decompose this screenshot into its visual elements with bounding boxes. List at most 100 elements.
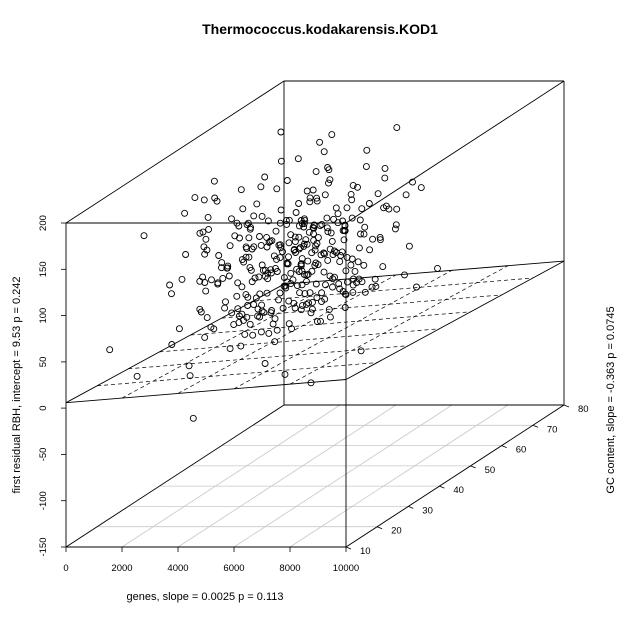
data-point (236, 234, 243, 242)
data-point (276, 289, 284, 297)
data-point (316, 138, 324, 146)
data-point (272, 227, 280, 235)
data-point (246, 320, 254, 328)
data-point (393, 124, 401, 132)
data-point (306, 198, 314, 206)
data-point (185, 362, 193, 370)
data-point (329, 283, 336, 291)
data-point (321, 191, 329, 199)
data-point (226, 345, 234, 353)
data-point (250, 212, 258, 220)
data-point (313, 194, 321, 202)
data-point (210, 177, 218, 185)
data-point (331, 273, 338, 281)
data-point (226, 242, 234, 250)
data-point (221, 304, 229, 312)
z-tick-label: 150 (38, 261, 49, 277)
data-point (271, 338, 279, 346)
data-point (325, 179, 332, 187)
data-point (267, 266, 275, 274)
data-point (273, 255, 280, 263)
data-point (255, 273, 263, 281)
data-point (290, 299, 298, 307)
box-edge (65, 404, 285, 548)
z-tick-label: 0 (38, 405, 49, 410)
data-point (309, 298, 316, 306)
grid-line-x (233, 404, 453, 548)
data-point (182, 251, 190, 258)
plane-grid-line (121, 279, 341, 399)
data-point (303, 271, 311, 279)
data-point (317, 251, 325, 259)
data-point (237, 186, 245, 194)
x-tick-label: 2000 (111, 563, 132, 574)
data-point (356, 216, 364, 224)
data-point (257, 241, 265, 249)
data-point (340, 227, 348, 234)
data-point (234, 279, 242, 287)
data-point (263, 289, 271, 297)
data-point (300, 223, 308, 231)
data-point (335, 280, 343, 288)
data-point (295, 268, 303, 275)
data-point (348, 196, 356, 204)
data-point (317, 317, 324, 325)
data-point (307, 379, 315, 387)
data-point (215, 252, 223, 259)
data-point (277, 128, 285, 136)
data-point (392, 221, 400, 229)
data-point (249, 331, 257, 339)
data-point (219, 274, 227, 282)
data-point (334, 210, 342, 218)
y-tick-label: 80 (578, 404, 589, 415)
data-point (324, 256, 332, 264)
data-point (247, 266, 255, 274)
data-point (393, 205, 401, 213)
plane-grid-line (159, 328, 440, 353)
data-point (336, 285, 344, 293)
y-tick-label: 40 (453, 485, 464, 496)
data-point (237, 342, 245, 350)
data-point (201, 250, 209, 258)
data-point (348, 214, 356, 222)
data-point (402, 191, 410, 199)
data-point (351, 267, 359, 275)
data-point (354, 183, 361, 191)
data-point (265, 329, 273, 337)
data-point (379, 263, 387, 271)
z-axis-label: first residual RBH, intercept = 9.53 p =… (11, 276, 23, 493)
data-point (298, 220, 306, 227)
data-point (133, 372, 141, 380)
plane-grid-line (177, 274, 397, 394)
box-edge (345, 404, 565, 548)
y-tick-label: 10 (360, 546, 371, 557)
data-point (265, 238, 273, 246)
x-axis-label: genes, slope = 0.0025 p = 0.113 (127, 591, 284, 603)
data-point (313, 318, 321, 326)
data-point (250, 301, 258, 309)
data-point (205, 225, 213, 233)
data-point (285, 216, 293, 224)
data-point (340, 236, 348, 244)
box-edge (65, 80, 285, 224)
data-point (368, 283, 376, 291)
data-point (312, 168, 320, 176)
data-point (326, 313, 334, 321)
data-point (251, 274, 259, 282)
data-point (313, 294, 321, 302)
data-point (321, 295, 329, 303)
data-point (376, 236, 384, 244)
data-point (302, 236, 310, 244)
data-point (245, 234, 253, 242)
data-point (280, 274, 288, 282)
data-point (372, 282, 380, 290)
data-point (413, 283, 420, 291)
data-point (213, 197, 221, 205)
floor-grid (65, 404, 565, 548)
y-axis-label: GC content, slope = -0.363 p = 0.0745 (605, 306, 617, 493)
data-point (200, 243, 208, 251)
data-point (287, 269, 295, 277)
data-point (381, 164, 389, 172)
data-point (291, 238, 299, 246)
